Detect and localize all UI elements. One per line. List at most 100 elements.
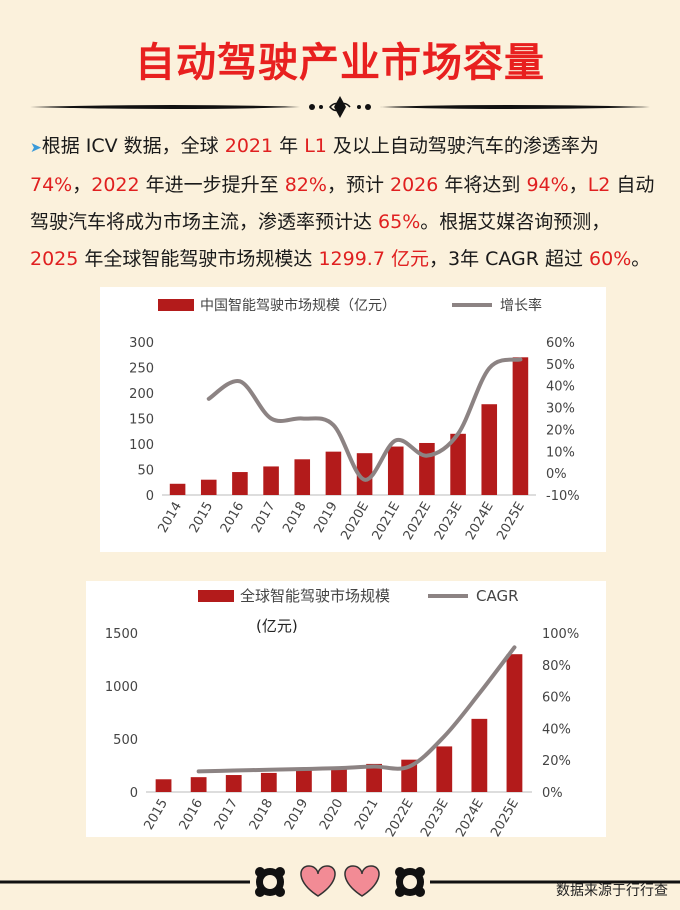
page-title: 自动驾驶产业市场容量 <box>135 40 545 86</box>
x-tick-label: 2015 <box>141 797 171 833</box>
text-segment: ，预计 <box>326 174 390 196</box>
bar <box>366 763 382 792</box>
y2-tick-label: 10% <box>546 445 575 460</box>
bar <box>356 453 373 495</box>
y2-tick-label: 60% <box>546 336 575 351</box>
x-tick-label: 2022E <box>383 797 417 838</box>
highlight-value: L2 <box>587 174 611 196</box>
x-tick-label: 2023E <box>418 797 452 838</box>
y2-tick-label: 60% <box>542 691 571 706</box>
y-tick-label: 0 <box>146 489 154 504</box>
highlight-value: 65% <box>378 211 421 233</box>
growth-line <box>196 645 517 774</box>
knot-icon-right <box>395 867 425 897</box>
y-tick-label: 100 <box>129 438 154 453</box>
text-segment: ，3年 CAGR 超过 <box>428 248 590 270</box>
x-tick-label: 2021 <box>352 797 382 833</box>
x-tick-label: 2016 <box>177 797 207 833</box>
highlight-value: 74% <box>30 174 73 196</box>
text-segment: ， <box>568 174 588 196</box>
bar <box>471 718 488 792</box>
x-tick-label: 2015 <box>187 500 217 536</box>
x-tick-label: 2021E <box>370 500 404 543</box>
y-tick-label: 200 <box>129 387 154 402</box>
y2-tick-label: 0% <box>546 467 567 482</box>
footer-decoration <box>0 865 680 897</box>
text-segment: 。根据艾媒咨询预测， <box>420 211 611 233</box>
x-tick-label: 2025E <box>488 797 522 838</box>
y2-tick-label: 40% <box>546 380 575 395</box>
x-tick-label: 2014 <box>156 500 186 536</box>
bar <box>225 775 242 792</box>
bullet-arrow-icon: ➤ <box>30 140 42 156</box>
x-tick-label: 2017 <box>249 500 279 536</box>
highlight-value: 2021 <box>224 135 274 157</box>
highlight-value: L1 <box>304 135 327 157</box>
x-tick-label: 2020E <box>338 500 372 543</box>
legend-bar-swatch <box>158 299 194 311</box>
bar <box>263 466 279 495</box>
bar <box>436 746 453 792</box>
text-segment: 年进一步提升至 <box>139 174 285 196</box>
text-segment: 自动驾驶汽车将成为市场主流，渗透率预计达 <box>30 174 655 233</box>
ornament-divider <box>30 96 650 118</box>
bar <box>294 459 311 495</box>
x-tick-label: 2024E <box>463 500 497 543</box>
highlight-value: 60% <box>589 248 632 270</box>
knot-icon-left <box>255 867 285 897</box>
bar <box>481 404 498 495</box>
y-tick-label: 50 <box>137 464 154 479</box>
y2-tick-label: 30% <box>546 402 575 417</box>
x-tick-label: 2024E <box>453 797 487 838</box>
bar <box>450 433 466 495</box>
text-segment: 年将达到 <box>438 174 527 196</box>
bar <box>169 483 186 495</box>
y-tick-label: 150 <box>129 413 154 428</box>
x-tick-label: 2025E <box>494 500 528 543</box>
china-market-chart-svg: 中国智能驾驶市场规模（亿元） 增长率 0 50 100 150 200 250 300 -10% 0… <box>129 297 580 543</box>
growth-line <box>206 357 523 482</box>
bar <box>387 446 404 495</box>
bar <box>232 472 248 495</box>
text-segment: 根据 ICV 数据，全球 <box>41 135 225 157</box>
y-tick-label: 1000 <box>105 680 138 695</box>
y-tick-label: 300 <box>129 336 154 351</box>
y2-tick-label: 40% <box>542 722 571 737</box>
x-tick-label: 2023E <box>432 500 466 543</box>
y2-tick-label: 100% <box>542 627 579 642</box>
highlight-value: 1299.7 亿元 <box>318 248 429 270</box>
bar <box>260 772 277 792</box>
text-segment: 。 <box>631 248 651 270</box>
global-market-chart-svg: 全球智能驾驶市场规模 CAGR (亿元) 0 500 1000 1500 0% 20% 40% 60… <box>105 587 579 840</box>
bar <box>200 479 217 495</box>
bar <box>325 451 342 495</box>
data-source: 数据来源于行行查 <box>556 883 668 899</box>
footer-ornaments: 数据来源于行行查 <box>0 850 680 906</box>
y2-tick-label: -10% <box>546 489 580 504</box>
x-tick-label: 2019 <box>282 797 312 833</box>
y-tick-label: 500 <box>113 733 138 748</box>
legend-bar-label: 中国智能驾驶市场规模（亿元） <box>200 297 396 314</box>
text-segment: 年全球智能驾驶市场规模达 <box>78 248 319 270</box>
summary-paragraph: ➤根据 ICV 数据，全球 2021 年 L1 及以上自动驾驶汽车的渗透率为 74… <box>30 128 655 278</box>
bar <box>155 779 172 792</box>
x-tick-label: 2022E <box>401 500 435 543</box>
x-tick-label: 2020 <box>317 797 347 833</box>
y2-tick-label: 20% <box>542 754 571 769</box>
bar <box>512 357 529 495</box>
legend-line-label: CAGR <box>476 587 519 605</box>
y2-tick-label: 0% <box>542 786 563 801</box>
highlight-value: 94% <box>526 174 569 196</box>
x-tick-label: 2019 <box>311 500 341 536</box>
unit-label: (亿元) <box>256 617 298 635</box>
text-segment: ， <box>72 174 92 196</box>
heart-icon-left <box>300 865 336 897</box>
highlight-value: 2026 <box>389 174 439 196</box>
y2-tick-label: 50% <box>546 358 575 373</box>
summary-text: 根据 ICV 数据，全球 2021 年 L1 及以上自动驾驶汽车的渗透率为 74%… <box>30 135 654 270</box>
highlight-value: 2025 <box>30 248 79 270</box>
y2-tick-label: 80% <box>542 659 571 674</box>
x-tick-label: 2017 <box>212 797 242 833</box>
heart-icon-right <box>344 865 380 897</box>
y-tick-label: 250 <box>129 362 154 377</box>
